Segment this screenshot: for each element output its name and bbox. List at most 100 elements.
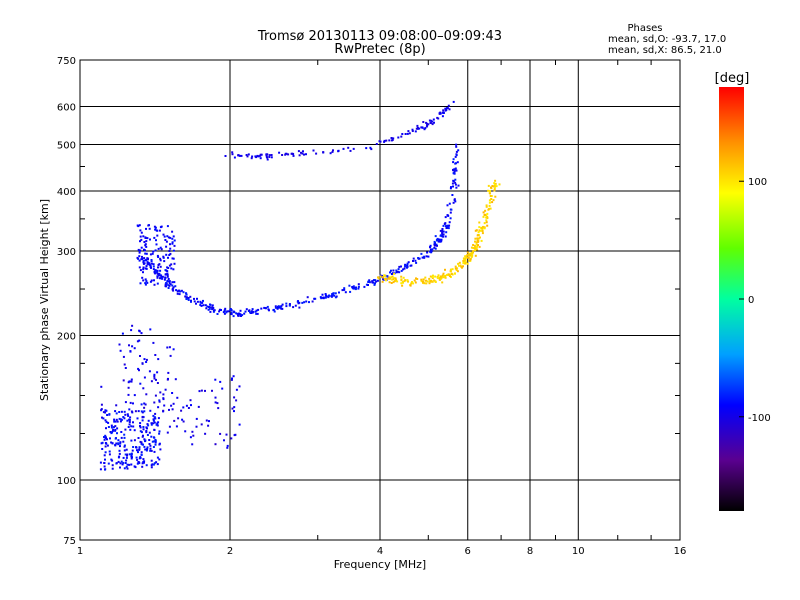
data-point	[437, 274, 440, 277]
data-point	[454, 183, 457, 186]
data-point	[239, 309, 242, 312]
data-point	[109, 437, 111, 440]
data-point	[231, 407, 234, 410]
data-point	[460, 265, 463, 268]
data-point	[118, 449, 121, 452]
data-point	[124, 462, 127, 464]
data-point	[390, 276, 392, 279]
data-point	[140, 231, 143, 234]
data-point	[379, 275, 382, 278]
data-point	[152, 422, 155, 425]
data-point	[287, 153, 290, 156]
data-point	[472, 251, 474, 254]
data-point	[184, 295, 187, 298]
data-point	[125, 459, 128, 462]
data-point	[448, 202, 451, 205]
data-point	[409, 284, 412, 287]
data-point	[162, 409, 165, 412]
data-point	[255, 309, 258, 312]
data-point	[141, 462, 144, 465]
data-point	[145, 252, 148, 255]
data-point	[205, 307, 208, 310]
data-point	[144, 243, 147, 246]
data-point	[372, 279, 375, 282]
data-point	[206, 305, 209, 308]
data-point	[229, 308, 232, 311]
data-point	[235, 388, 238, 391]
data-point	[425, 282, 428, 285]
data-point	[377, 277, 380, 280]
data-point	[297, 150, 300, 153]
data-point	[160, 276, 163, 279]
data-point	[250, 157, 253, 160]
data-point	[457, 149, 460, 152]
data-point	[348, 284, 351, 287]
data-point	[455, 269, 458, 271]
data-point	[418, 127, 421, 130]
data-point	[150, 466, 153, 469]
data-point	[429, 275, 432, 278]
data-point	[143, 410, 146, 413]
data-point	[149, 409, 152, 412]
data-point	[230, 313, 233, 315]
data-point	[200, 423, 203, 426]
data-point	[152, 341, 155, 344]
data-point	[436, 237, 439, 240]
data-point	[352, 287, 355, 290]
data-point	[444, 275, 447, 277]
data-point	[114, 410, 117, 413]
data-point	[461, 266, 463, 269]
data-point	[425, 125, 428, 128]
data-point	[270, 154, 273, 156]
data-point	[320, 297, 323, 300]
data-point	[172, 402, 175, 405]
data-point	[226, 444, 229, 447]
data-point	[311, 300, 314, 303]
y-axis-label: Stationary phase Virtual Height [km]	[38, 199, 51, 401]
x-tick-label: 10	[572, 546, 585, 557]
data-point	[111, 442, 114, 445]
data-point	[474, 254, 477, 257]
data-point	[493, 189, 496, 192]
data-point	[140, 246, 143, 249]
data-point	[154, 443, 157, 446]
data-point	[244, 310, 247, 313]
data-point	[146, 427, 148, 430]
data-point	[480, 227, 483, 229]
data-point	[447, 227, 450, 230]
data-point	[301, 152, 304, 155]
data-point	[435, 243, 438, 246]
data-point	[395, 271, 398, 274]
data-point	[398, 265, 401, 268]
data-point	[139, 249, 142, 252]
data-point	[425, 279, 427, 282]
data-point	[100, 408, 103, 411]
data-point	[167, 256, 169, 259]
data-point	[464, 259, 467, 262]
data-point	[475, 241, 478, 244]
data-point	[400, 279, 403, 282]
data-point	[298, 306, 301, 309]
data-point	[488, 204, 491, 207]
data-point	[104, 419, 107, 422]
data-point	[410, 264, 413, 267]
data-point	[152, 268, 155, 271]
data-point	[233, 406, 236, 409]
data-point	[189, 295, 192, 298]
data-point	[476, 237, 479, 240]
data-point	[100, 403, 103, 406]
data-point	[302, 150, 304, 153]
data-point	[125, 448, 128, 451]
data-point	[190, 404, 192, 407]
data-point	[458, 264, 460, 267]
data-point	[245, 308, 248, 311]
data-point	[153, 373, 156, 376]
data-point	[191, 443, 194, 446]
data-point	[153, 283, 156, 286]
data-point	[123, 467, 126, 470]
data-point	[238, 385, 241, 388]
data-point	[238, 312, 241, 315]
data-point	[168, 280, 171, 283]
data-point	[152, 446, 155, 448]
data-point	[400, 135, 403, 138]
